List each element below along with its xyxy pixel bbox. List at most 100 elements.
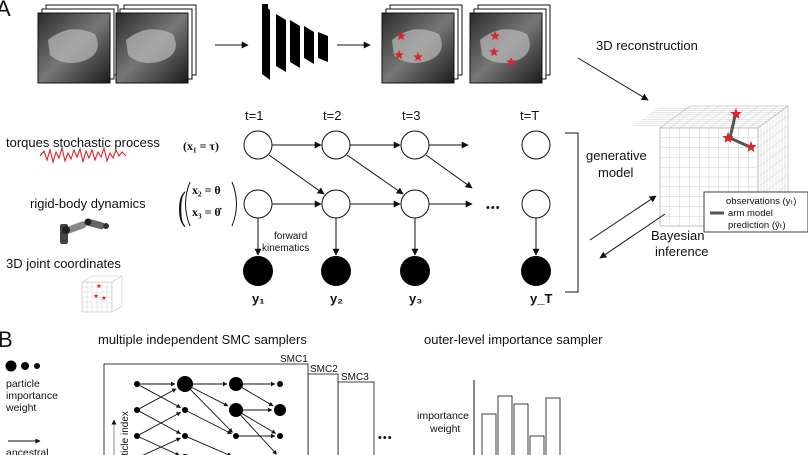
video-frames-left [37, 4, 197, 84]
arrow-bayesian [599, 213, 666, 259]
particle [134, 381, 140, 387]
particle-legend-label: weight [5, 402, 36, 414]
particle [134, 407, 140, 413]
observation-node [243, 256, 273, 286]
cube-legend: observations (yₜ) arm model prediction (… [703, 191, 808, 233]
time-label: t=3 [402, 108, 420, 123]
cube-star [730, 108, 742, 119]
cnn-icon [262, 4, 328, 80]
paren-left-shape [185, 181, 191, 227]
keypoint-star [489, 47, 499, 56]
legend-prediction: prediction (ŷₜ) [728, 220, 786, 231]
observation-node [400, 256, 430, 286]
particle [182, 433, 188, 439]
keypoint-star [396, 31, 406, 40]
time-label: t=T [520, 108, 539, 123]
panel-a-letter: A [0, 0, 11, 21]
sampler-label: SMC3 [341, 372, 369, 383]
bayesian-inference-label: Bayesian [651, 228, 704, 243]
particle [277, 433, 283, 439]
latent-node-torque [243, 130, 273, 160]
model-edge [268, 154, 325, 195]
smc-particles [134, 376, 286, 455]
robot-arm-icon [60, 218, 109, 244]
ancestral-edge [139, 411, 181, 435]
latent-node-torque [521, 130, 551, 160]
time-labels: t=1 t=2 t=3 t=T [245, 108, 539, 123]
sampler-label: SMC1 [280, 354, 308, 365]
ancestral-edge [139, 388, 177, 409]
particle [233, 433, 239, 439]
ancestral-edge [241, 413, 277, 434]
paren-right-shape [231, 181, 237, 227]
importance-weight-label: weight [429, 423, 460, 435]
latent-node-torque [321, 130, 351, 160]
particle-index-label: particle index [120, 411, 131, 455]
model-bracket [565, 132, 579, 293]
latent-node-torque [400, 130, 430, 160]
row-label-dynamics: rigid-body dynamics [30, 196, 146, 211]
keypoint-star [490, 31, 500, 40]
outer-title: outer-level importance sampler [424, 332, 603, 347]
particle-legend-label: importance [6, 390, 58, 402]
joint-grid-icon [81, 275, 123, 313]
forward-kinematics-label: kinematics [262, 243, 309, 254]
paren-left: ( [178, 185, 186, 229]
observation-label: y_T [530, 291, 552, 306]
legend-arm-model: arm model [728, 208, 773, 219]
latent-node-state [321, 189, 351, 219]
observation-node [321, 256, 351, 286]
arrow-to-reconstruction [577, 57, 649, 101]
video-frames-keypoints [381, 4, 551, 84]
equation-x1: (x₁ = τ) [183, 139, 219, 153]
smc-title: multiple independent SMC samplers [98, 332, 307, 347]
smc2-box [307, 373, 339, 455]
latent-node-state [521, 189, 551, 219]
sampler-label: SMC2 [310, 364, 338, 375]
panel-b-letter: B [0, 327, 13, 352]
particle [277, 381, 283, 387]
cube-star [745, 141, 757, 152]
ancestral-edge [240, 414, 277, 455]
ancestral-edge [191, 387, 229, 407]
particle [229, 403, 243, 417]
particle [177, 376, 193, 392]
torque-noise-line [39, 145, 127, 165]
particle [274, 404, 286, 416]
equation-x3: x₃ = θ̇ [192, 205, 222, 219]
time-label: t=1 [245, 108, 263, 123]
time-label: t=2 [323, 108, 341, 123]
keypoint-star [394, 50, 404, 59]
ancestral-edge [139, 436, 180, 455]
generative-model-label: model [598, 165, 634, 180]
bayesian-inference-label: inference [655, 244, 708, 259]
ancestral-edge [187, 410, 232, 435]
equation-x2: x₂ = θ [192, 183, 221, 197]
ancestral-label: ancestral [6, 447, 49, 455]
particle [229, 377, 243, 391]
latent-node-state [243, 189, 273, 219]
observation-label: y₁ [252, 291, 265, 306]
particle [182, 407, 188, 413]
importance-weight-label: importance [417, 410, 469, 422]
reconstruction-label: 3D reconstruction [596, 38, 698, 53]
generative-model-label: generative [586, 148, 647, 163]
graphical-model: y₁ y₂ y₃ y_T [243, 130, 552, 306]
ancestral-edge [190, 389, 233, 433]
forward-kinematics-label: forward [274, 231, 307, 242]
particle-legend-dots [5, 360, 40, 372]
keypoint-stars [394, 31, 516, 66]
ancestral-edge [187, 436, 232, 455]
ellipsis-a: ••• [486, 202, 501, 214]
importance-bars [473, 380, 561, 455]
ellipsis-b: ••• [378, 432, 393, 444]
keypoint-star [413, 52, 423, 61]
arrow-generative [589, 195, 657, 241]
ancestral-edge [142, 437, 181, 455]
latent-node-state [400, 189, 430, 219]
observation-label: y₃ [409, 291, 422, 306]
model-edge [346, 154, 404, 195]
legend-observations: observations (yₜ) [726, 196, 796, 207]
particle-legend-label: particle [6, 378, 40, 390]
